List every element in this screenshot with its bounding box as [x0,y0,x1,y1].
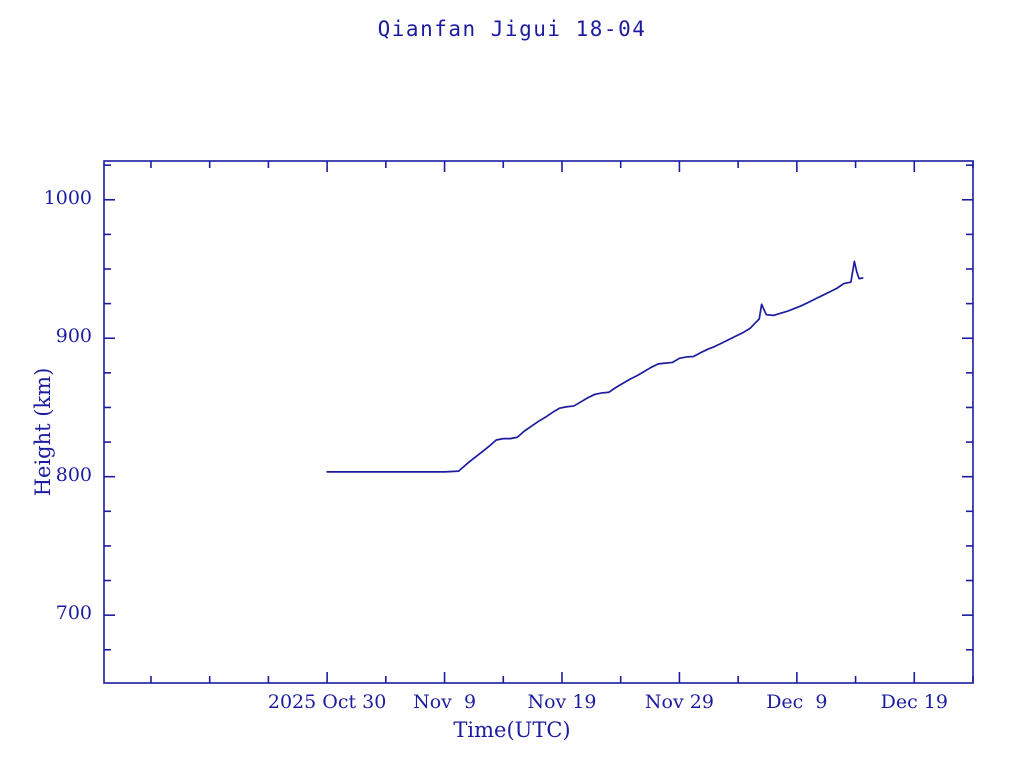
x-tick-label: 2025 Oct 30 [267,691,387,713]
x-tick-label: Dec 9 [766,691,828,713]
y-tick-label: 900 [55,325,92,348]
x-tick-label: Dec 19 [880,691,948,713]
x-tick-label: Nov 29 [644,691,714,713]
y-tick-label: 800 [55,463,92,486]
y-tick-label: 1000 [43,186,92,209]
data-series-line [326,260,864,473]
axis-ticks [104,161,974,683]
x-axis-label: Time(UTC) [453,718,571,742]
axis-frame [103,160,974,684]
data-series-group [326,260,864,473]
x-tick-label: Nov 19 [527,691,597,713]
page-title: Qianfan Jigui 18-04 [377,17,647,41]
y-tick-label: 700 [55,602,92,625]
x-tick-label: Nov 9 [413,691,477,713]
